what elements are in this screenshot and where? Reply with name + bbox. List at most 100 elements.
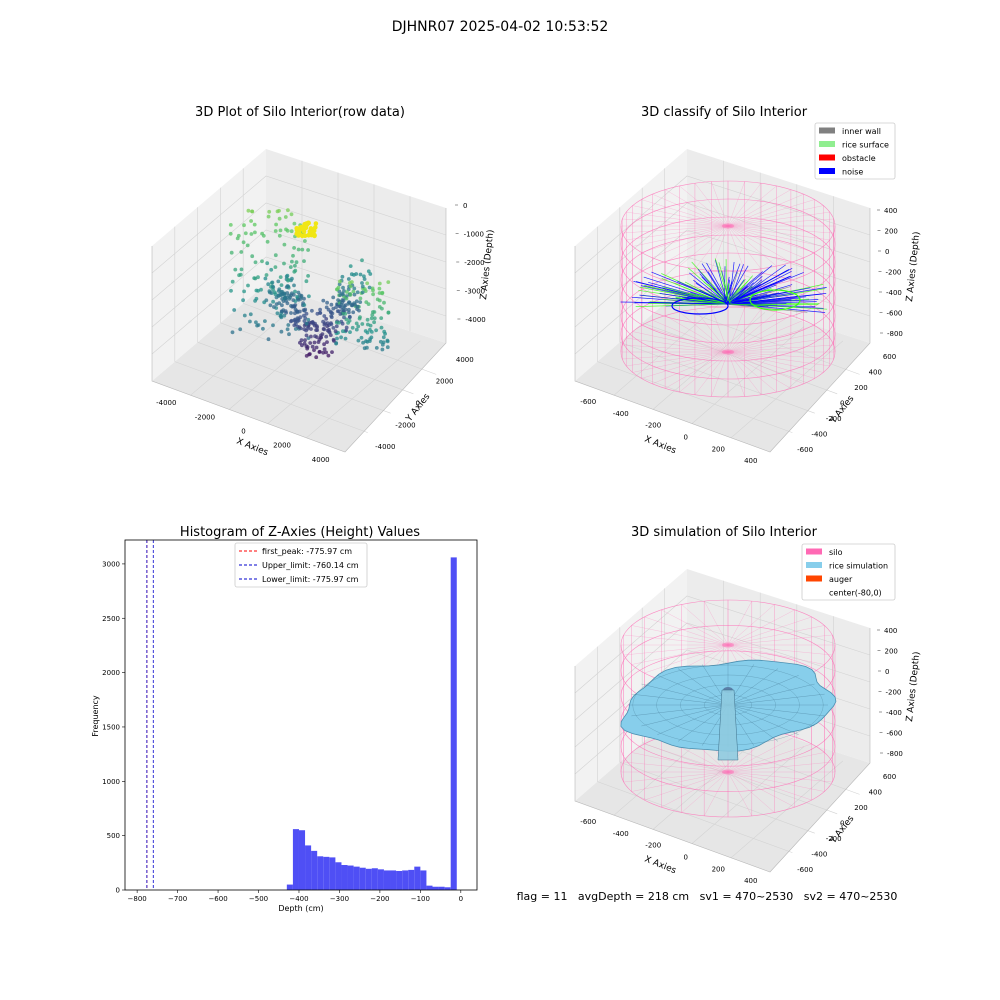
data-point	[314, 345, 319, 350]
data-point	[321, 298, 326, 303]
mesh-line	[727, 704, 799, 735]
data-point	[340, 321, 345, 326]
grid-line	[151, 202, 447, 301]
data-point	[296, 247, 301, 252]
tick-label: -400	[613, 830, 629, 838]
grid-line	[597, 361, 793, 433]
tick-label: 0	[459, 895, 463, 903]
silo-spoke	[632, 205, 729, 227]
tick-label: -1000	[464, 231, 484, 239]
data-point	[306, 220, 311, 226]
data-point	[381, 335, 386, 340]
classified-ray	[726, 279, 745, 305]
tick-label: 0	[840, 400, 844, 408]
data-point	[299, 224, 305, 230]
tick-label: 0	[684, 853, 688, 861]
tick-label: -600	[887, 310, 903, 318]
histogram-bar	[432, 886, 439, 890]
silo-spoke	[727, 601, 752, 646]
figure-title: DJHNR07 2025-04-02 10:53:52	[392, 19, 609, 35]
data-point	[292, 283, 296, 288]
raw-plot-axes-box	[151, 149, 447, 453]
data-point	[277, 216, 282, 221]
mesh-line	[631, 693, 729, 706]
data-point	[250, 254, 255, 259]
data-point	[348, 293, 353, 297]
data-point	[285, 327, 290, 332]
data-point	[371, 288, 375, 293]
raw-plot-x-ticks: -4000 -2000 0 2000 4000	[156, 399, 329, 464]
silo-top-center	[722, 223, 734, 229]
silo-spoke	[727, 205, 824, 227]
data-point	[370, 313, 375, 317]
data-point	[371, 292, 375, 297]
data-point	[230, 279, 235, 284]
data-point	[350, 325, 355, 330]
data-point	[263, 276, 268, 281]
data-point	[289, 311, 293, 315]
data-point	[352, 292, 357, 297]
tick-label: −300	[330, 895, 349, 903]
legend-label-rice-simulation: rice simulation	[829, 562, 888, 571]
silo-spoke	[679, 351, 729, 393]
data-point	[334, 320, 339, 325]
raw-plot-y-ticks: -4000 -2000 0 2000 4000	[375, 356, 474, 451]
data-point	[292, 221, 297, 226]
histogram-bar	[305, 845, 312, 890]
tick-label: 0	[840, 820, 844, 828]
grid-line	[691, 746, 805, 844]
silo-spoke	[631, 771, 729, 792]
histogram-legend: first_peak: -775.97 cm Upper_limit: -760…	[234, 542, 368, 588]
silo-spoke	[665, 189, 729, 227]
tick-label: -4000	[465, 316, 485, 324]
data-point	[304, 333, 309, 338]
data-point	[324, 317, 329, 321]
data-point	[268, 290, 272, 295]
silo-spoke	[652, 351, 729, 385]
pane-back-wall	[266, 149, 446, 343]
data-point	[273, 265, 278, 269]
tick-label: -600	[580, 818, 596, 826]
data-point	[277, 287, 282, 292]
data-point	[290, 276, 294, 281]
data-point	[385, 338, 390, 343]
data-point	[360, 258, 364, 263]
classify-plot-x-ticks: -600 -400 -200 0 200 400	[580, 398, 757, 465]
data-point	[366, 322, 370, 327]
classified-ray	[706, 262, 730, 305]
silo-spoke	[641, 351, 729, 379]
data-point	[230, 330, 235, 335]
tick-label: -200	[645, 842, 661, 850]
silo-spoke	[711, 225, 729, 271]
data-point	[303, 225, 309, 231]
data-point	[272, 305, 276, 309]
data-point	[228, 223, 233, 227]
simulation-legend: silo rice simulation auger center(-80,0)	[801, 543, 896, 601]
data-point	[292, 269, 297, 274]
histogram-bar	[347, 865, 354, 890]
tick-label: 600	[883, 773, 896, 781]
histogram-bar	[292, 829, 299, 890]
data-point	[293, 319, 298, 324]
grid-line	[642, 742, 838, 815]
mesh-line	[727, 704, 815, 727]
silo-spoke	[622, 351, 729, 360]
tick-label: -400	[811, 431, 827, 439]
data-point	[380, 290, 385, 295]
histogram-bar	[408, 869, 415, 890]
data-point	[320, 332, 325, 336]
data-point	[253, 230, 257, 235]
classified-ray	[724, 282, 755, 305]
data-point	[301, 229, 307, 234]
data-point	[299, 338, 304, 343]
simulation-legend-box	[801, 543, 896, 601]
data-point	[319, 335, 323, 340]
raw-plot-points	[228, 208, 391, 360]
tick-label: -600	[797, 446, 813, 454]
data-point	[267, 209, 272, 214]
histogram-bar	[438, 886, 445, 890]
grid-line	[597, 781, 793, 853]
tick-label: 0	[241, 428, 245, 436]
simulation-3d-panel: 3D simulation of Silo Interior -600-400-…	[574, 525, 922, 885]
